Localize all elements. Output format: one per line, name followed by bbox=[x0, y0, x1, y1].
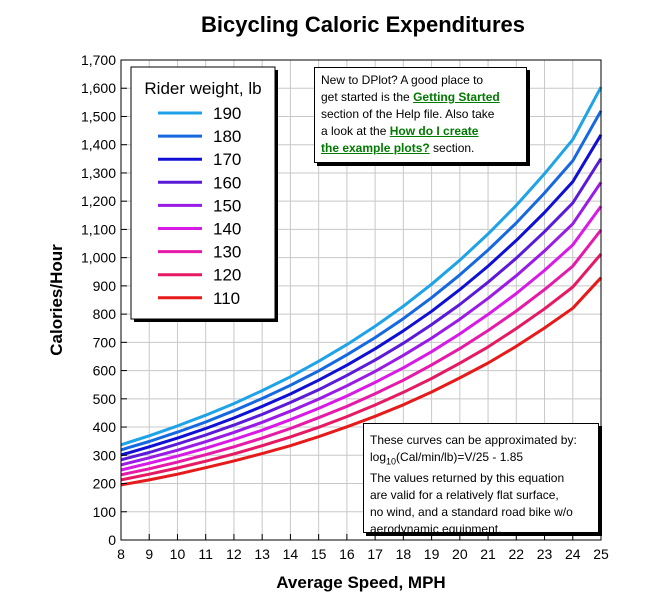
series-line-190 bbox=[120, 86, 603, 447]
series-line-130 bbox=[120, 229, 603, 477]
x-tick-label: 14 bbox=[283, 546, 299, 562]
x-tick-label: 21 bbox=[480, 546, 496, 562]
x-tick-label: 18 bbox=[396, 546, 412, 562]
formula-note: These curves can be approximated by: log… bbox=[363, 423, 599, 536]
x-tick-label: 8 bbox=[117, 546, 125, 562]
help-note-text: a look at the bbox=[321, 124, 390, 138]
x-tick-label: 23 bbox=[537, 546, 553, 562]
y-tick-label: 100 bbox=[93, 504, 117, 520]
x-tick-label: 25 bbox=[593, 546, 609, 562]
y-tick-label: 1,300 bbox=[81, 165, 116, 181]
y-tick-label: 600 bbox=[93, 363, 117, 379]
x-tick-label: 19 bbox=[424, 546, 440, 562]
y-tick-label: 1,200 bbox=[81, 193, 116, 209]
formula-equation: log10(Cal/min/lb)=V/25 - 1.85 bbox=[370, 450, 524, 467]
y-tick-label: 1,600 bbox=[81, 80, 116, 96]
formula-note-line: are valid for a relatively flat surface, bbox=[370, 488, 559, 503]
series-line-110 bbox=[120, 276, 603, 487]
help-note-text: get started is the bbox=[321, 90, 414, 104]
y-tick-label: 1,000 bbox=[81, 250, 116, 266]
series-line-160 bbox=[120, 157, 603, 462]
series-line-180 bbox=[120, 110, 603, 452]
y-tick-label: 900 bbox=[93, 278, 117, 294]
y-tick-label: 300 bbox=[93, 447, 117, 463]
series-line-140 bbox=[120, 205, 603, 472]
y-tick-label: 1,100 bbox=[81, 221, 116, 237]
x-tick-label: 17 bbox=[367, 546, 383, 562]
formula-note-line: The values returned by this equation bbox=[370, 471, 565, 486]
legend-shadow-bottom bbox=[134, 319, 278, 322]
help-note-text: section. bbox=[429, 141, 475, 155]
x-tick-label: 24 bbox=[565, 546, 581, 562]
x-axis: 8 9 10 11 12 13 14 15 16 17 18 19 20 21 22 23 24 25 bbox=[117, 534, 609, 562]
legend-shadow-right bbox=[275, 70, 278, 322]
y-tick-label: 400 bbox=[93, 419, 117, 435]
legend-box bbox=[130, 66, 276, 320]
legend: Rider weight, lb 190 180 170 160 150 140 130 12… bbox=[130, 66, 278, 322]
legend-label-110: 110 bbox=[213, 289, 240, 308]
legend-label-120: 120 bbox=[213, 266, 241, 285]
legend-title: Rider weight, lb bbox=[144, 79, 261, 98]
how-do-i-create-link[interactable]: How do I create bbox=[389, 124, 479, 138]
y-axis-label: Calories/Hour bbox=[47, 244, 66, 356]
formula-note-line: These curves can be approximated by: bbox=[370, 433, 577, 447]
series-line-170 bbox=[120, 134, 603, 457]
x-tick-label: 9 bbox=[145, 546, 153, 562]
x-tick-label: 20 bbox=[452, 546, 468, 562]
legend-label-180: 180 bbox=[213, 127, 241, 146]
y-axis: 0 100 200 300 400 500 600 700 800 900 1,000 1,100 1,… bbox=[81, 52, 127, 548]
help-note: New to DPlot? A good place to get starte… bbox=[314, 67, 527, 163]
x-tick-label: 16 bbox=[339, 546, 355, 562]
legend-label-160: 160 bbox=[213, 173, 241, 192]
x-tick-label: 12 bbox=[226, 546, 242, 562]
y-tick-label: 700 bbox=[93, 334, 117, 350]
x-tick-label: 13 bbox=[254, 546, 270, 562]
chart-title: Bicycling Caloric Expenditures bbox=[201, 12, 525, 37]
help-note-line: New to DPlot? A good place to bbox=[321, 73, 484, 87]
y-tick-label: 200 bbox=[93, 476, 117, 492]
y-tick-label: 800 bbox=[93, 306, 117, 322]
legend-label-190: 190 bbox=[213, 104, 241, 123]
x-tick-label: 10 bbox=[170, 546, 186, 562]
x-tick-label: 15 bbox=[311, 546, 327, 562]
y-tick-label: 1,500 bbox=[81, 108, 116, 124]
example-plots-link[interactable]: the example plots? bbox=[321, 141, 430, 155]
series-layer bbox=[120, 86, 603, 487]
x-tick-label: 22 bbox=[509, 546, 525, 562]
legend-label-150: 150 bbox=[213, 196, 241, 215]
legend-label-170: 170 bbox=[213, 150, 241, 169]
legend-label-140: 140 bbox=[213, 220, 241, 239]
x-tick-label: 11 bbox=[198, 546, 213, 562]
y-tick-label: 1,400 bbox=[81, 137, 116, 153]
y-tick-label: 500 bbox=[93, 391, 117, 407]
formula-note-line: no wind, and a standard road bike w/o bbox=[370, 505, 573, 520]
plot-frame bbox=[120, 59, 602, 541]
formula-note-line: aerodynamic equipment. bbox=[370, 522, 502, 537]
legend-label-130: 130 bbox=[213, 243, 241, 262]
getting-started-link[interactable]: Getting Started bbox=[413, 90, 500, 104]
x-axis-label: Average Speed, MPH bbox=[276, 573, 445, 592]
help-note-line: section of the Help file. Also take bbox=[321, 107, 495, 121]
y-tick-label: 1,700 bbox=[81, 52, 116, 68]
series-line-150 bbox=[120, 181, 603, 467]
series-line-120 bbox=[120, 253, 603, 482]
y-tick-label: 0 bbox=[108, 532, 116, 548]
